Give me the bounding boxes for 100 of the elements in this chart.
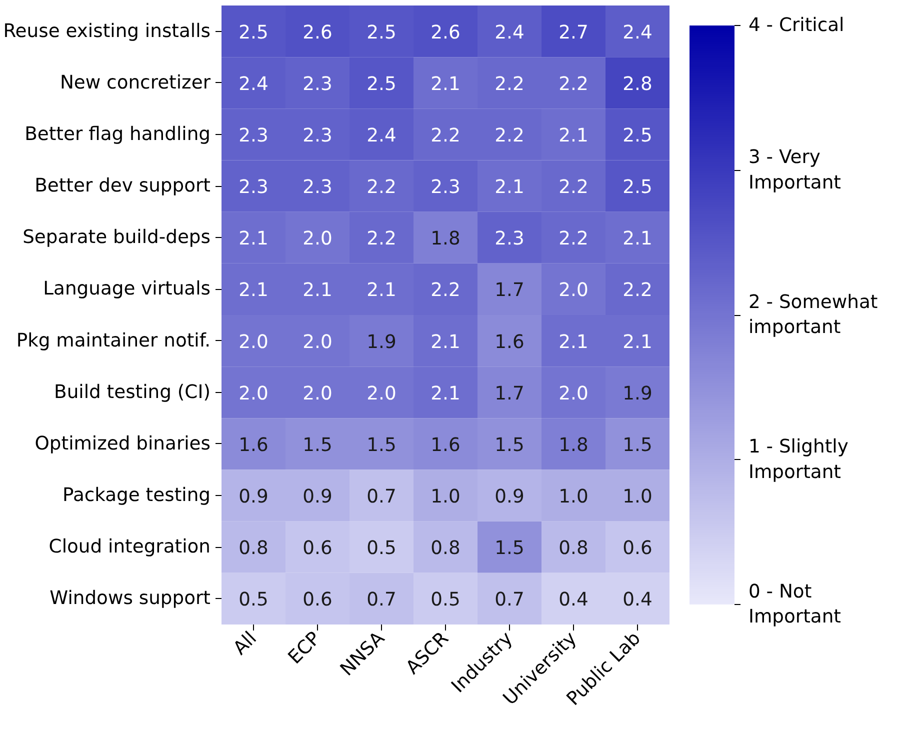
- data-label: 2.1: [238, 228, 268, 250]
- data-label: 1.6: [238, 434, 268, 456]
- data-label: 0.6: [302, 538, 332, 560]
- data-label: 2.2: [430, 280, 460, 302]
- data-label: 2.8: [622, 74, 652, 95]
- y-tick-label: Cloud integration: [48, 536, 210, 558]
- data-label: 1.5: [622, 434, 652, 456]
- data-label: 2.2: [494, 125, 524, 146]
- data-label: 2.7: [558, 22, 588, 44]
- y-tick-label: Language virtuals: [43, 278, 211, 300]
- data-label: 2.3: [430, 177, 460, 198]
- data-label: 1.9: [366, 332, 396, 353]
- data-label: 2.2: [366, 177, 396, 198]
- data-label: 2.5: [366, 22, 396, 44]
- data-label: 1.7: [494, 280, 524, 302]
- data-label: 2.3: [494, 228, 524, 250]
- data-label: 1.0: [430, 486, 460, 508]
- data-label: 2.1: [238, 280, 268, 302]
- data-label: 2.0: [366, 383, 396, 404]
- data-label: 0.4: [558, 590, 588, 611]
- data-label: 1.5: [494, 434, 524, 456]
- data-label: 2.1: [430, 383, 460, 404]
- data-label: 2.3: [302, 177, 332, 198]
- data-label: 2.1: [366, 280, 396, 302]
- data-label: 2.5: [622, 177, 652, 198]
- data-label: 1.9: [622, 383, 652, 404]
- data-label: 2.2: [622, 280, 652, 302]
- data-label: 2.5: [366, 74, 396, 95]
- data-label: 0.5: [238, 590, 268, 611]
- color-bar-label: 1 - Slightly Important: [748, 436, 848, 483]
- data-label: 1.6: [430, 434, 460, 456]
- y-tick-label: Optimized binaries: [34, 433, 211, 454]
- data-label: 0.8: [558, 538, 588, 560]
- data-label: 2.4: [366, 125, 396, 146]
- data-label: 2.6: [302, 22, 332, 44]
- data-label: 0.7: [366, 486, 396, 508]
- y-tick-label: Package testing: [62, 485, 211, 506]
- data-label: 2.0: [302, 332, 332, 353]
- y-tick-label: Pkg maintainer notif.: [16, 330, 211, 352]
- data-label: 1.8: [430, 228, 460, 250]
- data-label: 2.5: [622, 125, 652, 146]
- data-label: 2.1: [302, 280, 332, 302]
- data-label: 1.8: [558, 434, 588, 456]
- color-bar-label: 2 - Somewhat important: [748, 292, 878, 338]
- data-label: 2.1: [430, 332, 460, 353]
- data-label: 2.1: [622, 228, 652, 250]
- data-label: 2.3: [302, 74, 332, 95]
- data-label: 1.0: [558, 486, 588, 508]
- color-bar-label: 0 - Not Important: [748, 581, 841, 628]
- data-label: 0.9: [238, 486, 268, 508]
- data-label: 2.0: [302, 228, 332, 250]
- data-label: 2.2: [494, 74, 524, 95]
- data-label: 2.5: [238, 22, 268, 44]
- y-tick-label: Better flag handling: [24, 124, 211, 145]
- data-label: 1.5: [366, 434, 396, 456]
- data-label: 2.0: [558, 280, 588, 302]
- data-label: 2.3: [238, 177, 268, 198]
- data-label: 2.1: [494, 177, 524, 198]
- data-label: 0.9: [494, 486, 524, 508]
- data-label: 0.6: [622, 538, 652, 560]
- data-label: 2.6: [430, 22, 460, 44]
- data-label: 2.1: [558, 332, 588, 353]
- data-label: 0.5: [366, 538, 396, 560]
- data-label: 2.0: [558, 383, 588, 404]
- data-label: 2.3: [302, 125, 332, 146]
- color-bar-label: 3 - Very Important: [748, 147, 841, 194]
- y-tick-label: Build testing (CI): [54, 382, 211, 403]
- data-label: 2.2: [430, 125, 460, 146]
- data-label: 2.0: [302, 383, 332, 404]
- data-label: 2.2: [558, 177, 588, 198]
- data-label: 0.7: [494, 590, 524, 611]
- data-label: 0.8: [430, 538, 460, 560]
- y-tick-label: Reuse existing installs: [3, 20, 211, 42]
- data-label: 1.0: [622, 486, 652, 508]
- data-label: 2.0: [238, 383, 268, 404]
- data-label: 1.6: [494, 332, 524, 353]
- y-tick-label: New concretizer: [60, 72, 211, 94]
- data-label: 0.4: [622, 590, 652, 611]
- data-label: 2.2: [558, 74, 588, 95]
- y-tick-label: Separate build-deps: [22, 227, 211, 248]
- data-label: 0.6: [302, 590, 332, 611]
- y-tick-label: Better dev support: [34, 176, 210, 197]
- data-label: 2.2: [558, 228, 588, 250]
- data-label: 2.1: [622, 332, 652, 353]
- color-bar-label: 4 - Critical: [748, 15, 844, 36]
- y-tick-label: Windows support: [50, 588, 211, 610]
- data-label: 1.5: [302, 434, 332, 456]
- data-label: 1.5: [494, 538, 524, 560]
- data-label: 0.8: [238, 538, 268, 560]
- data-label: 1.7: [494, 383, 524, 404]
- data-label: 2.1: [558, 125, 588, 146]
- data-label: 2.3: [238, 125, 268, 146]
- data-label: 0.5: [430, 590, 460, 611]
- data-label: 2.4: [622, 22, 652, 44]
- data-label: 2.2: [366, 228, 396, 250]
- data-label: 2.0: [238, 332, 268, 353]
- data-label: 2.1: [430, 74, 460, 95]
- data-label: 2.4: [238, 74, 268, 95]
- x-tick-label: All: [230, 628, 261, 660]
- data-label: 0.9: [302, 486, 332, 508]
